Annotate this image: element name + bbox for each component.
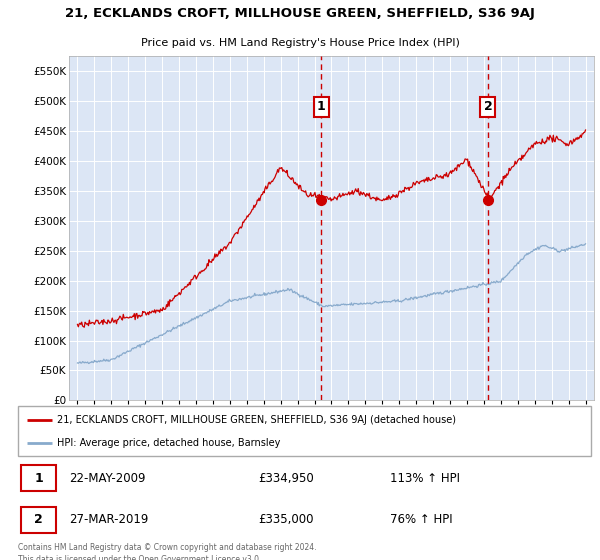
FancyBboxPatch shape (18, 406, 591, 456)
Text: 1: 1 (317, 100, 326, 114)
FancyBboxPatch shape (21, 507, 56, 533)
Text: 21, ECKLANDS CROFT, MILLHOUSE GREEN, SHEFFIELD, S36 9AJ (detached house): 21, ECKLANDS CROFT, MILLHOUSE GREEN, SHE… (57, 415, 456, 425)
Text: 22-MAY-2009: 22-MAY-2009 (70, 472, 146, 485)
Text: 113% ↑ HPI: 113% ↑ HPI (391, 472, 460, 485)
Text: £334,950: £334,950 (259, 472, 314, 485)
FancyBboxPatch shape (21, 465, 56, 491)
Text: 1: 1 (34, 472, 43, 485)
Text: Contains HM Land Registry data © Crown copyright and database right 2024.
This d: Contains HM Land Registry data © Crown c… (18, 543, 317, 560)
Text: £335,000: £335,000 (259, 514, 314, 526)
Text: 21, ECKLANDS CROFT, MILLHOUSE GREEN, SHEFFIELD, S36 9AJ: 21, ECKLANDS CROFT, MILLHOUSE GREEN, SHE… (65, 7, 535, 20)
Text: HPI: Average price, detached house, Barnsley: HPI: Average price, detached house, Barn… (57, 438, 280, 449)
Text: Price paid vs. HM Land Registry's House Price Index (HPI): Price paid vs. HM Land Registry's House … (140, 38, 460, 48)
Text: 76% ↑ HPI: 76% ↑ HPI (391, 514, 453, 526)
Text: 2: 2 (484, 100, 493, 114)
Text: 2: 2 (34, 514, 43, 526)
Text: 27-MAR-2019: 27-MAR-2019 (70, 514, 149, 526)
